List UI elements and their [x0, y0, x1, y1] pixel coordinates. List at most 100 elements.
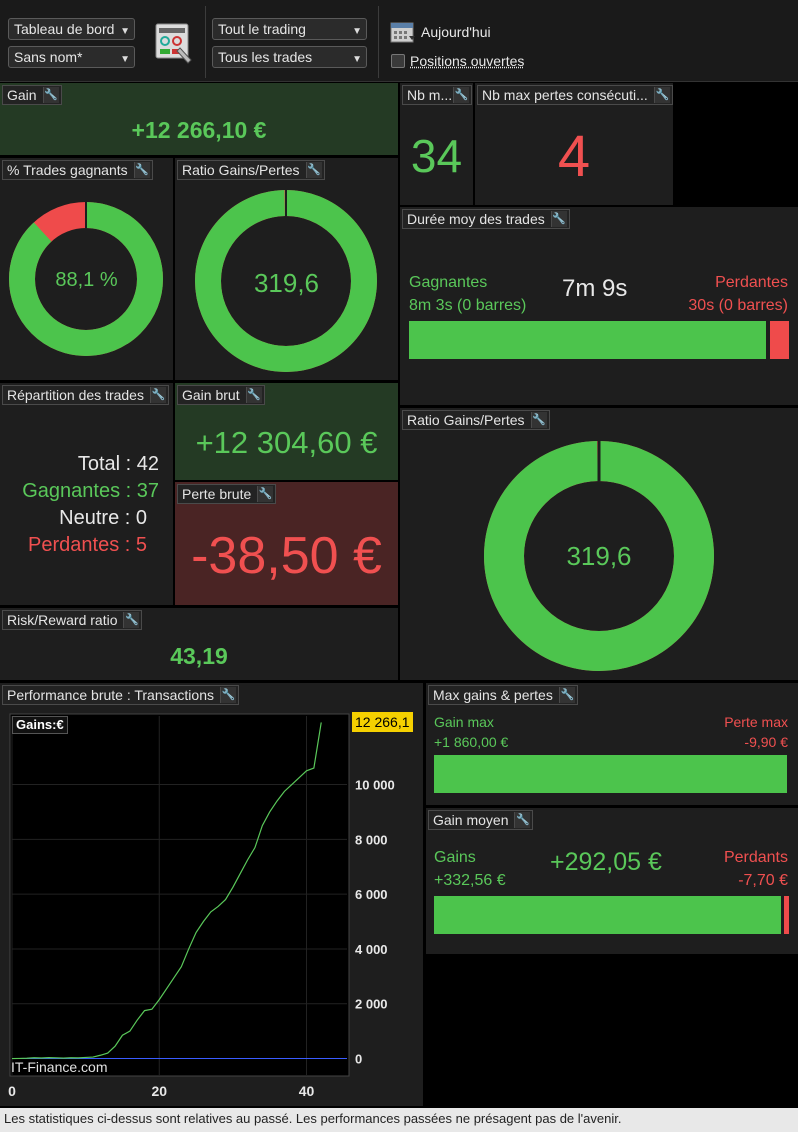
toolbar-separator: [205, 6, 206, 78]
performance-chart[interactable]: 0 2 000 4 000 6 000 8 000 10 000 0 20 40: [0, 683, 423, 1106]
max-gain-label: Gain max: [434, 714, 494, 730]
chevron-down-icon: ▼: [120, 26, 130, 37]
dashboard-settings-icon[interactable]: [154, 22, 194, 64]
avg-duration-bar-loss: [770, 321, 789, 359]
toolbar: Tableau de bord ▼ Sans nom* ▼ Tout le trad…: [0, 0, 798, 82]
pct-winning-title-text: % Trades gagnants: [7, 162, 128, 178]
avg-gains-label: Gains: [434, 849, 476, 866]
y-tick-label: 2 000: [355, 997, 388, 1012]
performance-title: Performance brute : Transactions 🔧: [2, 685, 239, 705]
max-gains-title-text: Max gains & pertes: [433, 687, 553, 703]
risk-reward-title-text: Risk/Reward ratio: [7, 612, 118, 628]
wrench-icon[interactable]: 🔧: [133, 162, 150, 178]
toolbar-separator: [378, 6, 379, 78]
wrench-icon[interactable]: 🔧: [257, 486, 274, 502]
max-loss-label: Perte max: [724, 714, 788, 730]
max-gains-panel: Max gains & pertes 🔧 Gain max +1 860,00 €…: [426, 683, 798, 805]
distribution-winning: Gagnantes : 37: [22, 480, 159, 502]
distribution-panel: Répartition des trades 🔧 Total : 42 Gagna…: [0, 383, 173, 605]
wrench-icon[interactable]: 🔧: [530, 412, 547, 428]
x-tick-label: 40: [299, 1083, 315, 1099]
wrench-icon[interactable]: 🔧: [305, 162, 322, 178]
avg-duration-bar-win: [409, 321, 766, 359]
y-tick-label: 4 000: [355, 942, 388, 957]
name-select[interactable]: Sans nom* ▼: [8, 46, 135, 68]
wrench-icon[interactable]: 🔧: [514, 812, 531, 828]
pct-winning-title: % Trades gagnants 🔧: [2, 160, 153, 180]
wrench-icon[interactable]: 🔧: [453, 87, 469, 103]
chart-legend: Gains:€: [12, 716, 68, 734]
chevron-down-icon: ▼: [352, 26, 362, 37]
distribution-losing: Perdantes : 5: [28, 534, 147, 556]
performance-panel: Performance brute : Transactions 🔧 0 2 000…: [0, 683, 423, 1106]
nb-m-panel: Nb m... 🔧 34: [400, 83, 473, 205]
trades-select[interactable]: Tous les trades ▼: [212, 46, 367, 68]
avg-gain-bar-loss: [784, 896, 789, 934]
avg-duration-bar: [409, 321, 789, 359]
chevron-down-icon: ▼: [120, 54, 130, 65]
distribution-neutral: Neutre : 0: [59, 507, 147, 529]
wrench-icon[interactable]: 🔧: [149, 387, 166, 403]
ratio-small-title-text: Ratio Gains/Pertes: [182, 162, 300, 178]
name-select-value: Sans nom*: [14, 49, 83, 65]
ratio-large-donut: [484, 440, 714, 671]
distribution-title: Répartition des trades 🔧: [2, 385, 169, 405]
open-positions-label[interactable]: Positions ouvertes: [410, 53, 525, 69]
y-tick-label: 8 000: [355, 832, 388, 847]
x-tick-label: 20: [151, 1083, 167, 1099]
open-positions-checkbox[interactable]: [391, 54, 405, 68]
gain-value: +12 266,10 €: [131, 117, 267, 143]
nb-m-value: 34: [410, 130, 463, 182]
series-line: [11, 722, 322, 1060]
ratio-small-value: 319,6: [253, 268, 320, 298]
avg-duration-panel: Durée moy des trades 🔧 Gagnantes 8m 3s (0…: [400, 207, 798, 405]
y-tick-label: 6 000: [355, 887, 388, 902]
avg-duration-loss-value: 30s (0 barres): [688, 297, 788, 314]
wrench-icon[interactable]: 🔧: [245, 387, 262, 403]
gross-loss-panel: Perte brute 🔧 -38,50 €: [175, 482, 398, 605]
nb-m-title-text: Nb m...: [407, 87, 453, 103]
y-tick-label: 0: [355, 1052, 362, 1067]
avg-loss-label: Perdants: [723, 849, 788, 866]
avg-gain-bar-win: [434, 896, 781, 934]
gain-panel: Gain 🔧 +12 266,10 €: [0, 83, 398, 155]
avg-loss-value: -7,70 €: [738, 872, 788, 889]
dashboard-select-value: Tableau de bord: [14, 21, 115, 37]
trading-select[interactable]: Tout le trading ▼: [212, 18, 367, 40]
wrench-icon[interactable]: 🔧: [550, 211, 567, 227]
avg-duration-loss-label: Perdantes: [715, 274, 788, 291]
gross-loss-title: Perte brute 🔧: [177, 484, 277, 504]
max-loss-value: -9,90 €: [744, 734, 788, 750]
wrench-icon[interactable]: 🔧: [220, 687, 236, 703]
risk-reward-value: 43,19: [170, 643, 228, 669]
avg-gain-title-text: Gain moyen: [433, 812, 509, 828]
dashboard-select[interactable]: Tableau de bord ▼: [8, 18, 135, 40]
wrench-icon[interactable]: 🔧: [123, 612, 140, 628]
current-value-label: 12 266,1: [352, 712, 413, 733]
nb-max-losses-title-text: Nb max pertes consécuti...: [482, 87, 648, 103]
avg-duration-win-value: 8m 3s (0 barres): [409, 297, 527, 314]
wrench-icon[interactable]: 🔧: [558, 687, 575, 703]
wrench-icon[interactable]: 🔧: [654, 87, 670, 103]
x-tick-label: 0: [8, 1083, 16, 1099]
ratio-large-panel: Ratio Gains/Pertes 🔧 319,6: [400, 408, 798, 680]
max-gains-title: Max gains & pertes 🔧: [428, 685, 578, 705]
avg-duration-title-text: Durée moy des trades: [407, 211, 545, 227]
gross-gain-value: +12 304,60 €: [195, 425, 378, 460]
chevron-down-icon: ▼: [352, 54, 362, 65]
gain-title: Gain 🔧: [2, 85, 62, 105]
max-gains-bar-win: [434, 755, 787, 793]
avg-gain-panel: Gain moyen 🔧 Gains +332,56 € +292,05 € Pe…: [426, 808, 798, 954]
performance-title-text: Performance brute : Transactions: [7, 687, 214, 703]
gross-gain-panel: Gain brut 🔧 +12 304,60 €: [175, 383, 398, 480]
ratio-small-donut: [195, 190, 377, 372]
plot-area: [9, 713, 350, 1077]
ratio-large-title: Ratio Gains/Pertes 🔧: [402, 410, 550, 430]
wrench-icon[interactable]: 🔧: [42, 87, 59, 103]
date-label[interactable]: Aujourd'hui: [421, 24, 491, 40]
nb-max-losses-value: 4: [557, 124, 591, 189]
gross-gain-title: Gain brut 🔧: [177, 385, 265, 405]
gross-gain-title-text: Gain brut: [182, 387, 240, 403]
calendar-icon[interactable]: [390, 20, 416, 44]
disclaimer-footer: Les statistiques ci-dessus sont relative…: [0, 1108, 798, 1132]
